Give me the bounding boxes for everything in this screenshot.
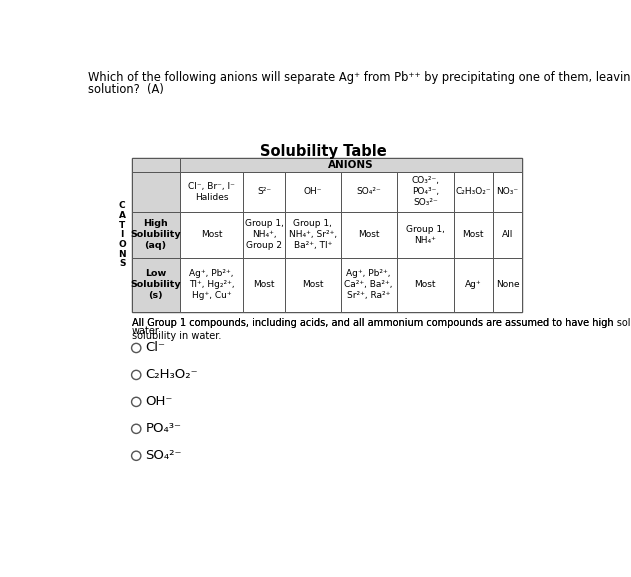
Text: Group 1,
NH₄⁺, Sr²⁺,
Ba²⁺, Tl⁺: Group 1, NH₄⁺, Sr²⁺, Ba²⁺, Tl⁺ [289,219,337,250]
Text: Most: Most [358,230,379,239]
Bar [341,258,397,312]
Text: CO₃²⁻,
PO₄³⁻,
SO₃²⁻: CO₃²⁻, PO₄³⁻, SO₃²⁻ [411,176,439,207]
Bar [285,258,341,312]
Text: Most: Most [254,280,275,289]
Circle shape [132,451,141,460]
Bar [397,171,454,212]
Bar [397,212,454,258]
Text: NO₃⁻: NO₃⁻ [497,187,519,196]
Text: Low
Solubility
(s): Low Solubility (s) [130,269,181,301]
Text: Ag⁺, Pb²⁺,
Tl⁺, Hg₂²⁺,
Hg⁺, Cu⁺: Ag⁺, Pb²⁺, Tl⁺, Hg₂²⁺, Hg⁺, Cu⁺ [189,269,234,301]
Bar [454,212,493,258]
Text: All Group 1 compounds, including acids, and all ammonium compounds are assumed t: All Group 1 compounds, including acids, … [132,318,613,341]
Text: PO₄³⁻: PO₄³⁻ [146,422,182,435]
Text: S²⁻: S²⁻ [257,187,271,196]
Bar [454,258,493,312]
Text: C₂H₃O₂⁻: C₂H₃O₂⁻ [456,187,491,196]
Circle shape [132,397,141,407]
Bar [341,171,397,212]
Bar [243,212,285,258]
Text: SO₄²⁻: SO₄²⁻ [357,187,381,196]
Text: Most: Most [201,230,222,239]
Text: SO₄²⁻: SO₄²⁻ [146,449,182,462]
Text: water.: water. [132,327,162,336]
Text: Most: Most [302,280,324,289]
Text: ANIONS: ANIONS [328,160,374,170]
Text: C₂H₃O₂⁻: C₂H₃O₂⁻ [146,369,198,381]
Bar [180,258,243,312]
Text: Group 1,
NH₄⁺,
Group 2: Group 1, NH₄⁺, Group 2 [245,219,283,250]
Bar [285,171,341,212]
Text: C
A
T
I
O
N
S: C A T I O N S [119,201,126,268]
Text: Ag⁺, Pb²⁺,
Ca²⁺, Ba²⁺,
Sr²⁺, Ra²⁺: Ag⁺, Pb²⁺, Ca²⁺, Ba²⁺, Sr²⁺, Ra²⁺ [345,269,393,301]
Text: All: All [502,230,513,239]
Bar [180,212,243,258]
Bar [180,171,243,212]
Text: Solubility Table: Solubility Table [261,144,387,159]
Bar [132,158,522,312]
Text: Cl⁻: Cl⁻ [146,342,165,354]
Bar [132,258,180,312]
Text: Most: Most [463,230,484,239]
Bar [132,212,180,258]
Text: None: None [495,280,519,289]
Text: Cl⁻, Br⁻, I⁻
Halides: Cl⁻, Br⁻, I⁻ Halides [188,182,235,202]
Circle shape [132,343,141,353]
Bar [180,158,522,171]
Text: All Group 1 compounds, including acids, and all ammonium compounds are assumed t: All Group 1 compounds, including acids, … [132,318,631,328]
Text: OH⁻: OH⁻ [146,395,173,409]
Bar [397,258,454,312]
Bar [493,171,522,212]
Text: Most: Most [415,280,436,289]
Text: Ag⁺: Ag⁺ [465,280,481,289]
Text: High
Solubility
(aq): High Solubility (aq) [130,219,181,250]
Bar [493,258,522,312]
Bar [285,212,341,258]
Bar [454,171,493,212]
Bar [132,158,180,171]
Circle shape [132,424,141,433]
Bar [341,212,397,258]
Text: Group 1,
NH₄⁺: Group 1, NH₄⁺ [406,224,445,245]
Text: solution?  (A): solution? (A) [88,83,164,96]
Bar [493,212,522,258]
Text: Which of the following anions will separate Ag⁺ from Pb⁺⁺ by precipitating one o: Which of the following anions will separ… [88,71,631,84]
Bar [243,258,285,312]
Bar [132,171,180,212]
Circle shape [132,370,141,380]
Text: OH⁻: OH⁻ [304,187,322,196]
Bar [243,171,285,212]
